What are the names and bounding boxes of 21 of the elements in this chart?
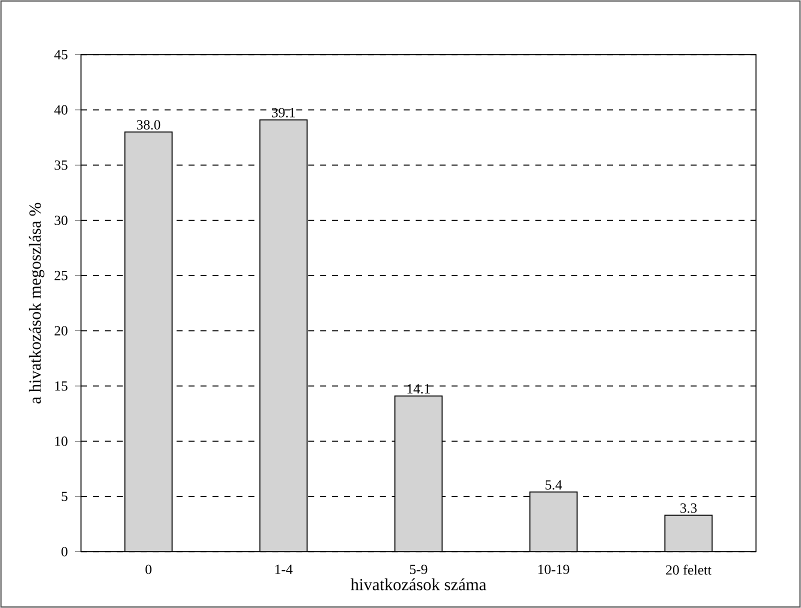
- data-label: 39.1: [272, 108, 295, 118]
- y-axis-title: a hivatkozások megoszlása %: [28, 202, 44, 404]
- data-label: 38.0: [136, 120, 160, 130]
- x-tick-label: 1-4: [275, 564, 293, 574]
- y-tick-label: 10: [55, 436, 68, 446]
- y-tick-label: 35: [54, 160, 68, 170]
- y-tick-label: 25: [54, 270, 68, 280]
- y-tick-label: 30: [54, 216, 68, 226]
- y-tick-label: 0: [62, 546, 68, 556]
- x-tick-label: 0: [146, 564, 152, 574]
- y-tick-label: 20: [54, 326, 68, 336]
- x-tick-label: 10-19: [538, 564, 570, 574]
- y-tick-label: 5: [62, 492, 68, 502]
- y-tick-label: 40: [54, 105, 68, 115]
- y-tick-label: 15: [55, 381, 68, 391]
- y-tick-label: 45: [54, 50, 68, 60]
- x-tick-label: 5-9: [410, 564, 428, 574]
- data-label: 5.4: [546, 480, 562, 490]
- x-tick-label: 20 felett: [666, 564, 712, 575]
- x-axis-title: hivatkozások száma: [350, 578, 486, 590]
- data-label: 3.3: [680, 503, 697, 513]
